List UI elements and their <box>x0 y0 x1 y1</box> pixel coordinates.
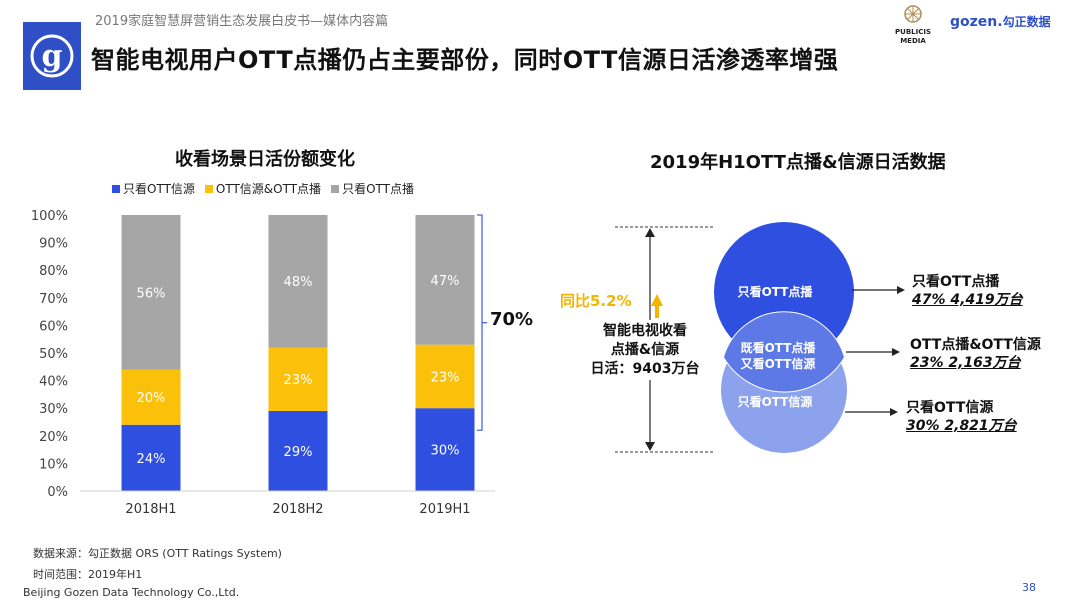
legend-swatch <box>204 184 213 193</box>
chart-title: 收看场景日活份额变化 <box>175 149 355 170</box>
bar-value-label: 20% <box>137 391 166 406</box>
chart-legend: 只看OTT信源 OTT信源&OTT点播 只看OTT点播 <box>112 180 414 197</box>
pointer-arrow-icon <box>897 286 905 294</box>
publicis-emblem-icon <box>904 5 922 23</box>
time-range: 时间范围：2019年H1 <box>33 568 143 581</box>
circle-label-source: 只看OTT信源 <box>737 395 813 409</box>
daily-line: 日活：9403万台 <box>590 361 700 377</box>
overlap-line: 又看OTT信源 <box>740 357 816 371</box>
bracket-label: 70% <box>490 309 534 330</box>
y-tick-label: 40% <box>39 375 68 390</box>
publicis-logo: PUBLICIS MEDIA <box>888 4 938 46</box>
header-subtitle: 2019家庭智慧屏营销生态发展白皮书—媒体内容篇 <box>95 14 389 29</box>
legend-label: 只看OTT信源 <box>123 182 195 196</box>
bar-segment <box>268 347 328 411</box>
legend-item: 只看OTT信源 <box>112 180 195 197</box>
bar-segment <box>121 424 181 491</box>
bar-segment <box>121 215 181 370</box>
logo-letter: g <box>42 39 63 74</box>
arrow-up-icon <box>645 228 655 237</box>
y-tick-label: 70% <box>39 292 68 307</box>
page-title: 智能电视用户OTT点播仍占主要部份，同时OTT信源日活渗透率增强 <box>91 46 839 74</box>
stat-value: 47% 4,419万台 <box>912 292 1023 308</box>
category-label: 2018H2 <box>272 502 323 517</box>
bar-value-label: 23% <box>431 370 460 385</box>
pointer-arrow-icon <box>892 348 900 356</box>
circle-label-overlap: 既看OTT点播 又看OTT信源 <box>728 340 828 372</box>
diagram-title: 2019年H1OTT点播&信源日活数据 <box>650 152 946 173</box>
bar-segment <box>121 369 181 425</box>
bar-value-label: 24% <box>137 452 166 467</box>
y-tick-label: 60% <box>39 319 68 334</box>
bar-value-label: 47% <box>431 274 460 289</box>
share-bracket <box>477 214 483 431</box>
stat-title: 只看OTT点播 <box>912 274 1000 290</box>
legend-item: OTT信源&OTT点播 <box>204 180 322 197</box>
daily-line: 智能电视收看 <box>603 323 687 339</box>
stacked-bar-chart: 0% 10% 20% 30% 40% 50% 60% 70% 80% 90% 100% 24% 20% 5… <box>31 209 495 517</box>
bar-segment <box>268 215 328 348</box>
gozen-logo: gozen.勾正数据 <box>950 13 1051 30</box>
legend-label: 只看OTT点播 <box>342 182 414 196</box>
stat-title: 只看OTT信源 <box>906 400 994 416</box>
circle-overlap <box>722 311 846 393</box>
data-source: 数据来源：勾正数据 ORS (OTT Ratings System) <box>33 547 282 560</box>
daily-line: 点播&信源 <box>610 342 680 358</box>
bar-segment <box>415 408 475 491</box>
bar-segment <box>268 410 328 491</box>
category-label: 2019H1 <box>419 502 470 517</box>
legend-swatch <box>112 184 120 193</box>
stat-value: 30% 2,821万台 <box>906 418 1017 434</box>
bar-value-label: 56% <box>137 286 166 301</box>
brand-logo: g <box>23 22 81 90</box>
legend-swatch <box>331 184 340 193</box>
company-name: Beijing Gozen Data Technology Co.,Ltd. <box>23 586 240 599</box>
g-logo-icon: g <box>30 34 74 78</box>
stat-vod-only: 只看OTT点播 47% 4,419万台 <box>912 273 1023 309</box>
y-tick-label: 10% <box>39 457 68 472</box>
arrow-down-icon <box>645 442 655 451</box>
category-label: 2018H1 <box>125 502 176 517</box>
y-tick-label: 90% <box>39 237 68 252</box>
pointer-arrow-icon <box>890 408 898 416</box>
bar-value-label: 48% <box>284 275 313 290</box>
bar-value-label: 23% <box>284 373 313 388</box>
y-tick-label: 50% <box>39 347 68 362</box>
stat-source-only: 只看OTT信源 30% 2,821万台 <box>906 399 1017 435</box>
gozen-cn: 勾正数据 <box>1002 15 1051 29</box>
bar-value-label: 30% <box>431 444 460 459</box>
growth-arrow-icon <box>651 294 663 318</box>
y-tick-label: 30% <box>39 402 68 417</box>
circle-label-vod: 只看OTT点播 <box>737 285 813 299</box>
y-tick-label: 0% <box>47 485 68 500</box>
bar-segment <box>415 344 475 409</box>
venn-diagram <box>615 222 905 453</box>
yoy-growth-label: 同比5.2% <box>560 292 632 310</box>
stat-value: 23% 2,163万台 <box>910 355 1021 371</box>
stat-both: OTT点播&OTT信源 23% 2,163万台 <box>910 336 1041 372</box>
legend-label: OTT信源&OTT点播 <box>215 182 322 196</box>
y-tick-label: 100% <box>31 209 68 224</box>
overlap-line: 既看OTT点播 <box>740 341 816 355</box>
y-tick-label: 20% <box>39 430 68 445</box>
stat-title: OTT点播&OTT信源 <box>910 337 1041 353</box>
bar-segment <box>415 215 475 345</box>
publicis-text-1: PUBLICIS <box>895 28 931 36</box>
bar-value-label: 29% <box>284 445 313 460</box>
y-tick-label: 80% <box>39 264 68 279</box>
daily-active-summary: 智能电视收看 点播&信源 日活：9403万台 <box>565 322 725 379</box>
gozen-brand: gozen. <box>950 14 1003 30</box>
publicis-text-2: MEDIA <box>900 37 926 45</box>
page-number: 38 <box>1022 581 1036 594</box>
legend-item: 只看OTT点播 <box>331 180 414 197</box>
